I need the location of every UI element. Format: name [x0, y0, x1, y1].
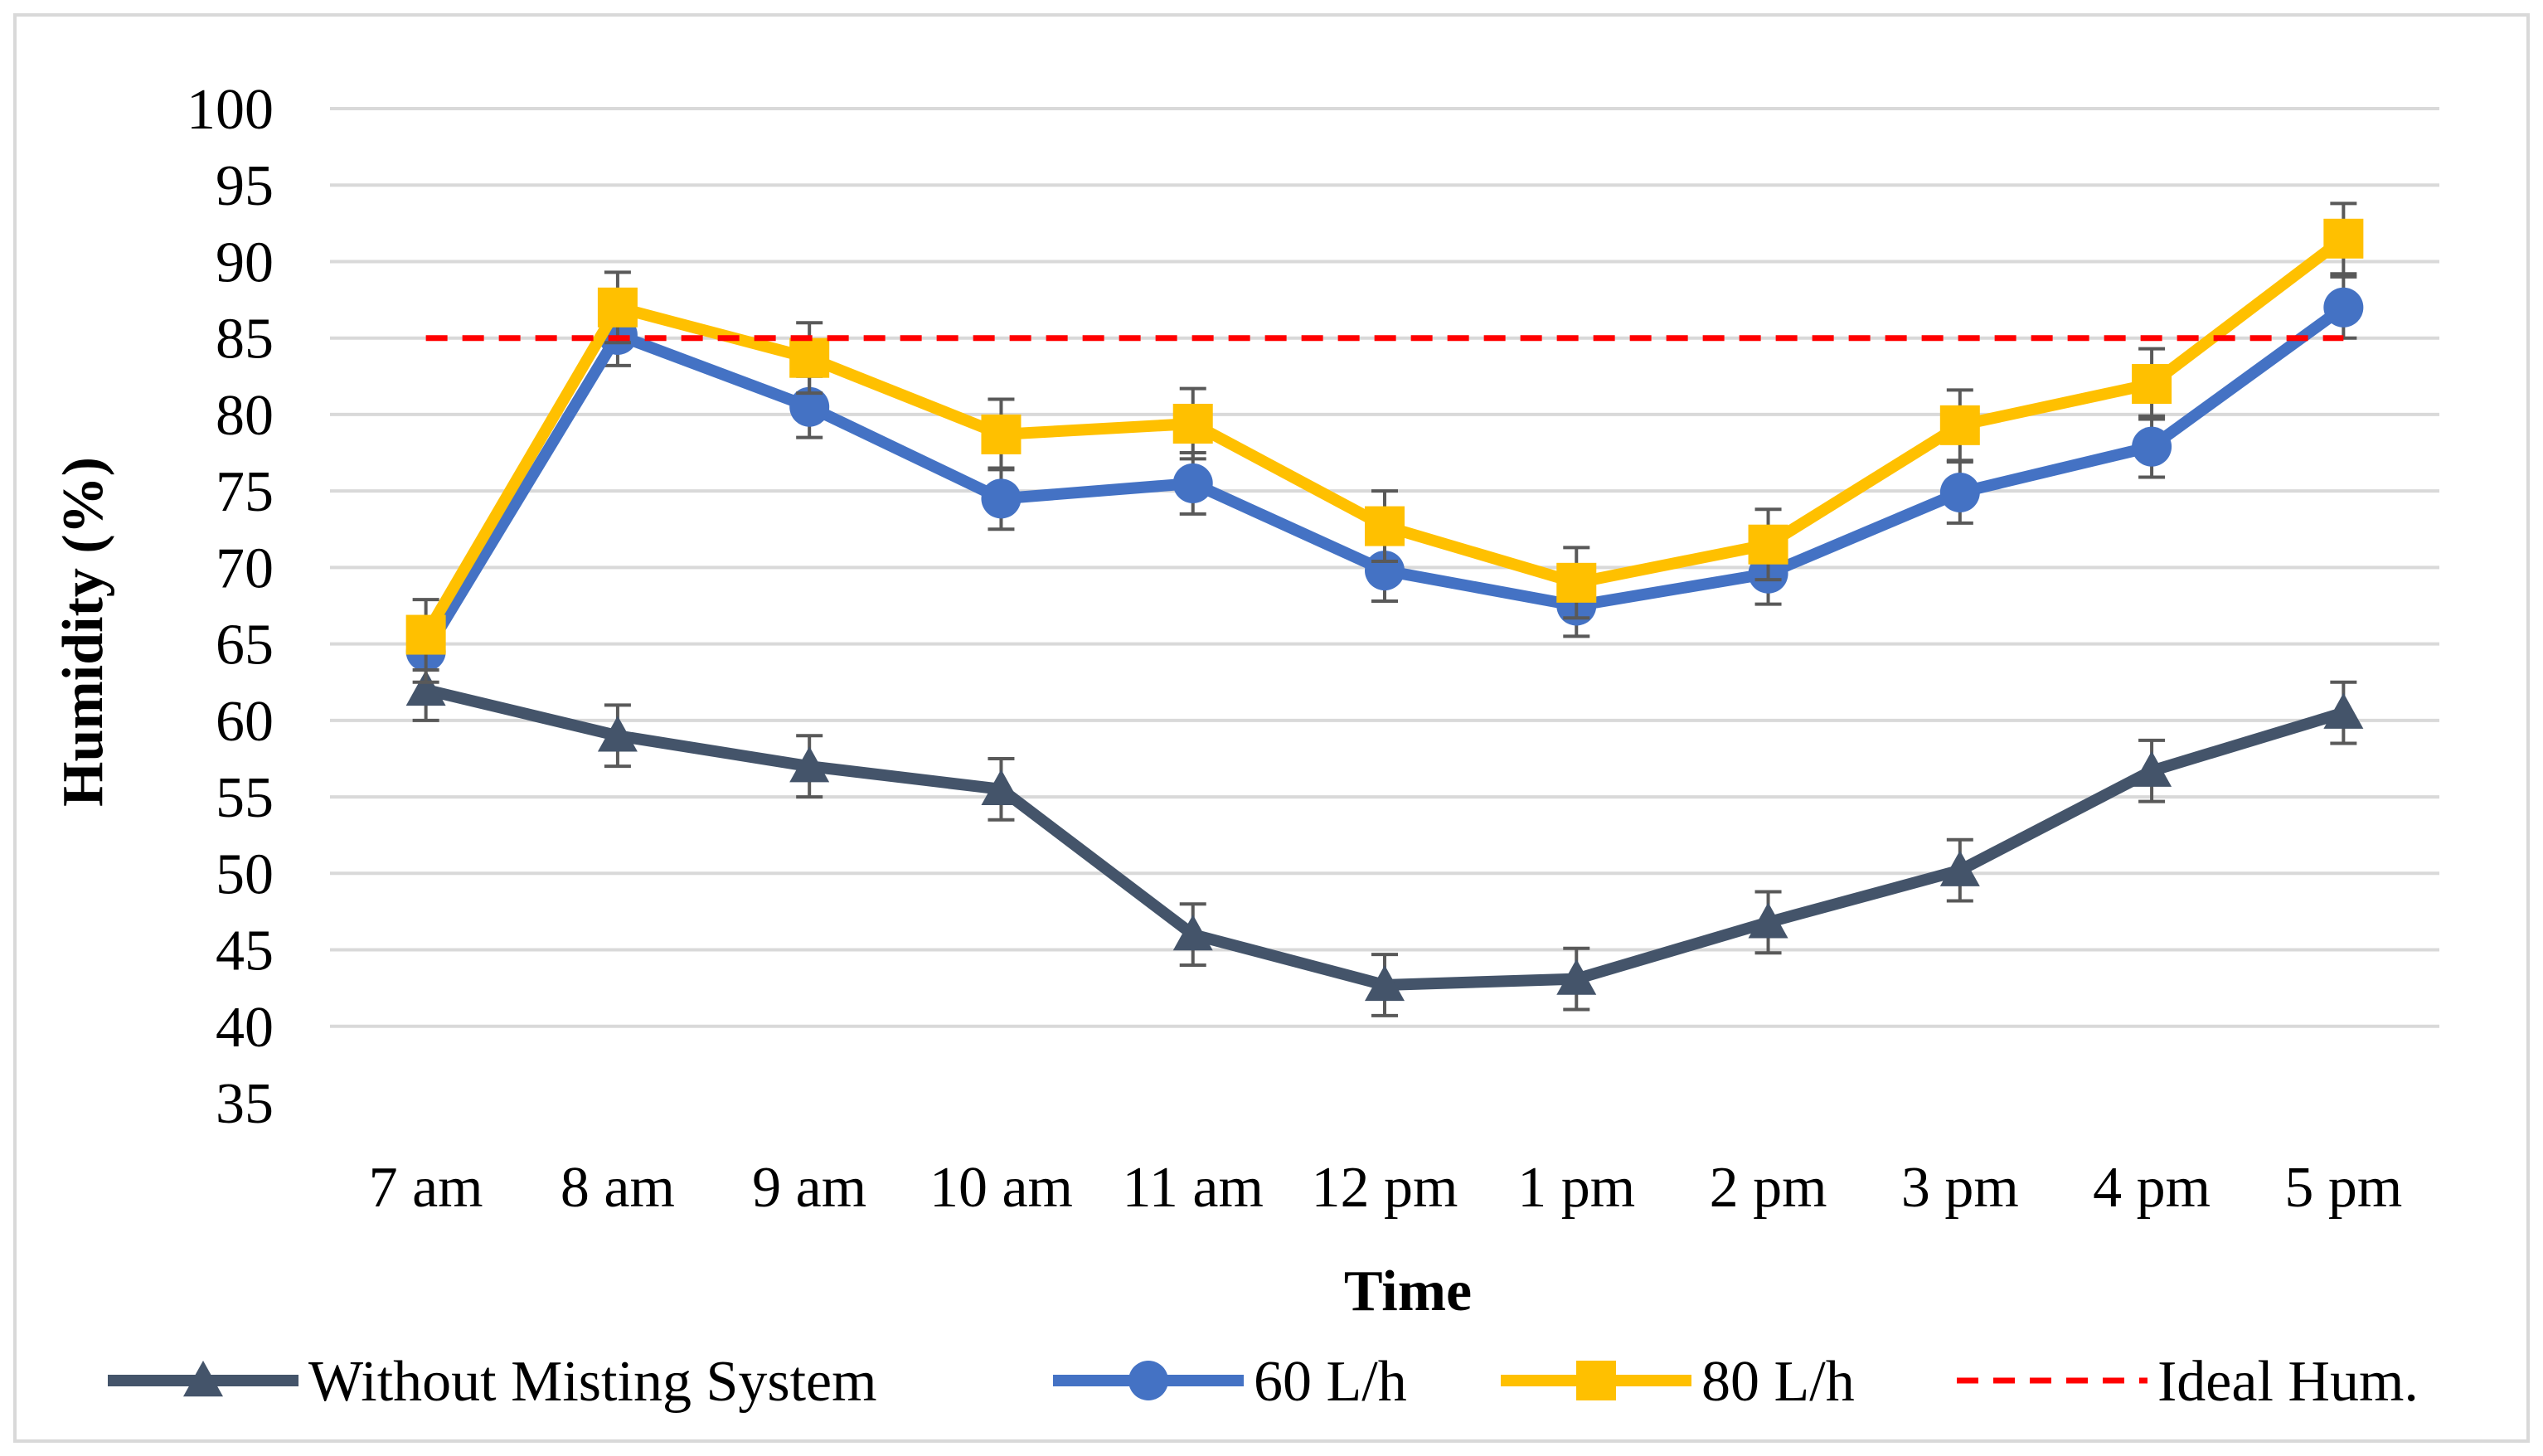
x-tick-label: 9 am	[752, 1156, 866, 1220]
data-point	[2323, 692, 2364, 729]
chart-border	[13, 13, 2530, 1443]
x-tick-label: 10 am	[929, 1156, 1073, 1220]
legend-marker	[1576, 1361, 1616, 1400]
series-0	[405, 658, 2364, 1017]
data-point	[1939, 405, 1980, 445]
data-point	[981, 414, 1022, 454]
y-tick-label: 45	[216, 920, 274, 983]
y-tick-label: 50	[216, 842, 274, 906]
data-point	[2323, 287, 2364, 328]
y-tick-label: 40	[216, 996, 274, 1060]
data-point	[2132, 750, 2172, 787]
legend-item-2: 80 L/h	[1501, 1350, 1855, 1414]
data-point	[2132, 426, 2172, 467]
y-tick-label: 80	[216, 384, 274, 448]
data-point	[789, 746, 830, 783]
data-point	[789, 386, 830, 427]
y-axis-title: Humidity (%)	[51, 457, 115, 807]
y-tick-label: 75	[216, 460, 274, 524]
data-point	[981, 478, 1022, 519]
legend-item-1: 60 L/h	[1053, 1350, 1407, 1414]
data-point	[2323, 218, 2364, 259]
y-axis-ticks: 35 40 45 50 55 60 65 70 75 80 85 90 95 100	[187, 78, 274, 1136]
legend: Without Misting System 60 L/h 80 L/h Ideal …	[108, 1350, 2419, 1414]
y-tick-label: 35	[216, 1072, 274, 1136]
x-axis-ticks: 7 am 8 am 9 am 10 am 11 am 12 pm 1 pm 2 pm 3 pm 4…	[369, 1156, 2403, 1220]
x-tick-label: 1 pm	[1517, 1156, 1635, 1220]
y-tick-label: 85	[216, 308, 274, 371]
x-tick-label: 7 am	[369, 1156, 483, 1220]
legend-item-3: Ideal Hum.	[1957, 1350, 2419, 1414]
data-point	[1748, 524, 1788, 565]
legend-label: 60 L/h	[1254, 1350, 1407, 1414]
legend-item-0: Without Misting System	[108, 1350, 877, 1414]
data-point	[1939, 472, 1980, 512]
y-tick-label: 100	[187, 78, 274, 142]
x-tick-label: 11 am	[1123, 1156, 1264, 1220]
data-point	[1556, 562, 1597, 603]
y-tick-label: 90	[216, 231, 274, 294]
data-point	[2132, 364, 2172, 405]
data-point	[1172, 463, 1213, 503]
data-point	[1939, 850, 1980, 886]
data-point	[789, 337, 830, 378]
y-tick-label: 55	[216, 766, 274, 830]
x-tick-label: 5 pm	[2284, 1156, 2402, 1220]
x-tick-label: 12 pm	[1312, 1156, 1458, 1220]
legend-marker	[1128, 1361, 1168, 1400]
x-tick-label: 3 pm	[1901, 1156, 2019, 1220]
legend-label: 80 L/h	[1701, 1350, 1855, 1414]
x-tick-label: 2 pm	[1710, 1156, 1827, 1220]
data-point	[1748, 902, 1788, 939]
data-point	[405, 614, 446, 655]
legend-label: Without Misting System	[308, 1350, 877, 1414]
data-point	[597, 716, 638, 752]
data-point	[1172, 403, 1213, 444]
legend-marker	[183, 1361, 223, 1397]
data-point	[405, 669, 446, 706]
y-tick-label: 70	[216, 536, 274, 600]
data-point	[1365, 506, 1405, 546]
y-tick-label: 60	[216, 690, 274, 754]
data-point	[1365, 964, 1405, 1002]
series-1	[405, 274, 2364, 684]
y-tick-label: 95	[216, 154, 274, 218]
series-layer	[405, 201, 2364, 1017]
data-point	[981, 769, 1022, 806]
data-point	[1556, 959, 1597, 995]
x-axis-title: Time	[1344, 1259, 1472, 1323]
data-point	[1172, 915, 1213, 951]
x-tick-label: 8 am	[561, 1156, 675, 1220]
y-tick-label: 65	[216, 614, 274, 677]
data-point	[597, 287, 638, 328]
x-tick-label: 4 pm	[2093, 1156, 2211, 1220]
legend-label: Ideal Hum.	[2157, 1350, 2419, 1414]
series-2	[405, 201, 2364, 672]
